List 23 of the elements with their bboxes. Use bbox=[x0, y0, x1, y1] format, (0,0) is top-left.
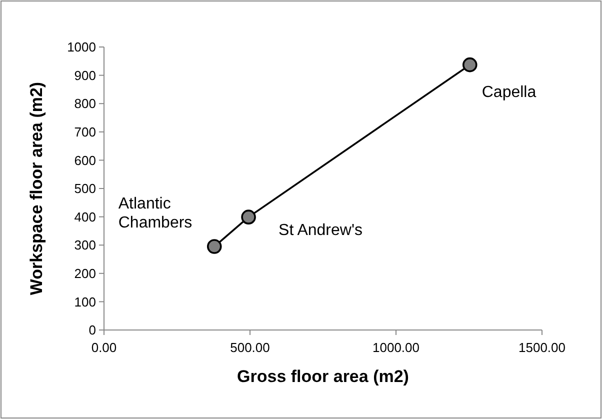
annotation: St Andrew's bbox=[278, 222, 363, 240]
annotation: Capella bbox=[482, 84, 536, 101]
y-axis-title: Workspace floor area (m2) bbox=[27, 82, 46, 296]
point bbox=[462, 57, 478, 72]
x-tick-label: 0.00 bbox=[91, 340, 117, 355]
y-tick-label: 300 bbox=[74, 238, 96, 253]
point bbox=[206, 239, 222, 254]
x-tick-label: 1000.00 bbox=[372, 340, 420, 355]
y-tick-label: 400 bbox=[74, 209, 96, 224]
y-tick-label: 500 bbox=[74, 181, 96, 196]
y-tick-label: 700 bbox=[74, 124, 96, 140]
y-tick-label: 0 bbox=[88, 322, 96, 338]
x-axis-title: Gross floor area (m2) bbox=[237, 367, 409, 386]
y-tick-label: 1000 bbox=[67, 40, 96, 55]
y-tick-label: 200 bbox=[74, 266, 96, 281]
x-tick-label: 1500.00 bbox=[518, 340, 566, 355]
y-tick-label: 800 bbox=[74, 96, 96, 112]
x-tick-label: 500.00 bbox=[230, 340, 270, 355]
y-tick-label: 100 bbox=[74, 294, 96, 310]
annotation: Atlantic Chambers bbox=[118, 196, 192, 232]
y-tick-label: 600 bbox=[74, 152, 96, 168]
point bbox=[241, 210, 256, 224]
y-tick-label: 900 bbox=[74, 68, 96, 83]
